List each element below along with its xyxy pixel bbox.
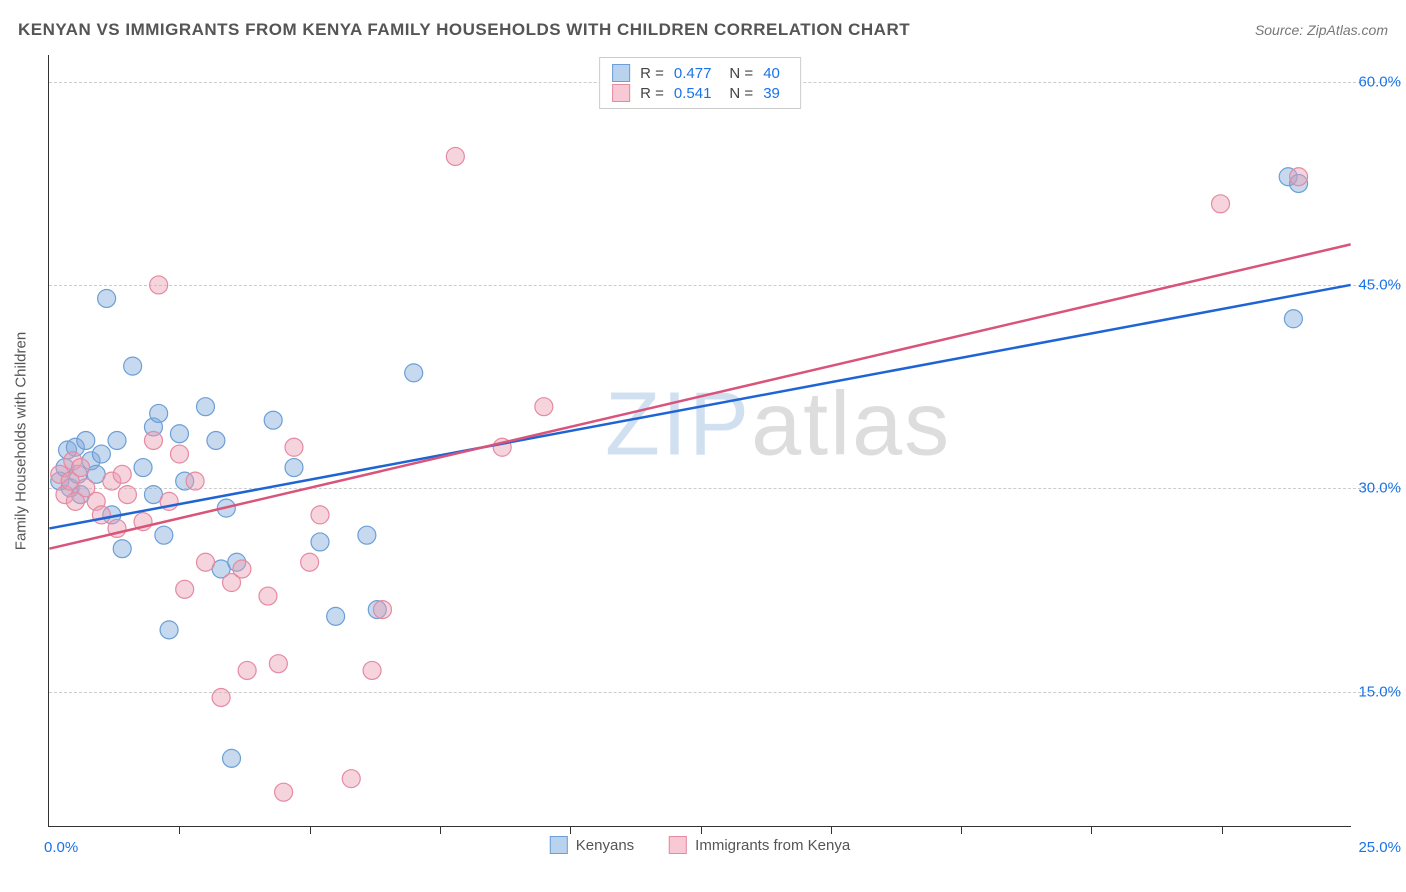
y-tick-label: 45.0% xyxy=(1353,277,1401,294)
y-axis-label: Family Households with Children xyxy=(13,331,30,549)
data-point xyxy=(373,601,391,619)
data-point xyxy=(118,486,136,504)
data-point xyxy=(170,425,188,443)
data-point xyxy=(405,364,423,382)
data-point xyxy=(170,445,188,463)
data-point xyxy=(1284,310,1302,328)
data-point xyxy=(223,749,241,767)
data-point xyxy=(186,472,204,490)
data-point xyxy=(233,560,251,578)
scatter-plot xyxy=(49,55,1351,826)
data-point xyxy=(363,661,381,679)
data-point xyxy=(150,276,168,294)
data-point xyxy=(275,783,293,801)
y-tick-label: 60.0% xyxy=(1353,74,1401,91)
data-point xyxy=(238,661,256,679)
data-point xyxy=(1290,168,1308,186)
data-point xyxy=(144,432,162,450)
data-point xyxy=(301,553,319,571)
data-point xyxy=(311,533,329,551)
legend-stats-row: R = 0.477 N = 40 xyxy=(612,63,788,83)
data-point xyxy=(535,398,553,416)
legend-swatch xyxy=(550,836,568,854)
legend-swatch xyxy=(612,64,630,82)
y-tick-label: 15.0% xyxy=(1353,683,1401,700)
data-point xyxy=(113,465,131,483)
x-label-right: 25.0% xyxy=(1358,839,1401,856)
data-point xyxy=(124,357,142,375)
x-label-left: 0.0% xyxy=(44,839,78,856)
legend-swatch xyxy=(612,84,630,102)
y-tick-label: 30.0% xyxy=(1353,480,1401,497)
data-point xyxy=(92,445,110,463)
legend-series-item: Immigrants from Kenya xyxy=(669,836,850,854)
data-point xyxy=(134,459,152,477)
data-point xyxy=(176,580,194,598)
data-point xyxy=(212,689,230,707)
chart-area: Family Households with Children ZIPatlas… xyxy=(48,55,1351,827)
data-point xyxy=(259,587,277,605)
data-point xyxy=(358,526,376,544)
data-point xyxy=(1212,195,1230,213)
data-point xyxy=(285,438,303,456)
data-point xyxy=(155,526,173,544)
data-point xyxy=(285,459,303,477)
data-point xyxy=(264,411,282,429)
data-point xyxy=(197,398,215,416)
chart-title: KENYAN VS IMMIGRANTS FROM KENYA FAMILY H… xyxy=(18,20,910,40)
legend-stats-row: R = 0.541 N = 39 xyxy=(612,83,788,103)
trend-line xyxy=(49,244,1350,548)
data-point xyxy=(446,147,464,165)
data-point xyxy=(113,540,131,558)
legend-series: Kenyans Immigrants from Kenya xyxy=(550,836,850,854)
data-point xyxy=(269,655,287,673)
data-point xyxy=(160,621,178,639)
trend-line xyxy=(49,285,1350,528)
legend-swatch xyxy=(669,836,687,854)
data-point xyxy=(92,506,110,524)
data-point xyxy=(311,506,329,524)
data-point xyxy=(98,289,116,307)
data-point xyxy=(150,404,168,422)
data-point xyxy=(77,432,95,450)
data-point xyxy=(72,459,90,477)
data-point xyxy=(207,432,225,450)
legend-series-item: Kenyans xyxy=(550,836,634,854)
legend-stats: R = 0.477 N = 40 R = 0.541 N = 39 xyxy=(599,57,801,109)
source-label: Source: ZipAtlas.com xyxy=(1255,22,1388,38)
data-point xyxy=(327,607,345,625)
data-point xyxy=(108,432,126,450)
data-point xyxy=(197,553,215,571)
data-point xyxy=(342,770,360,788)
